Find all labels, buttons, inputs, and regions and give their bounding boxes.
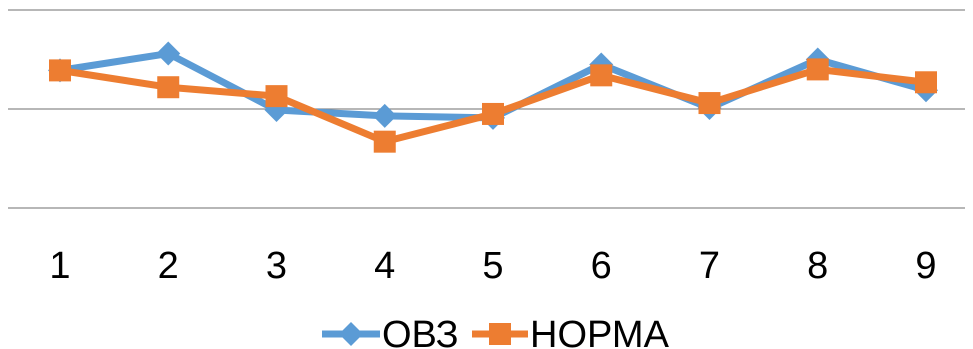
data-point (698, 92, 721, 115)
x-tick-label: 5 (482, 245, 503, 287)
square-marker-icon (489, 323, 511, 345)
legend: ОВЗ НОРМА (322, 314, 670, 349)
x-tick-label: 7 (699, 245, 720, 287)
data-point (373, 130, 396, 153)
data-point (482, 102, 504, 125)
x-tick-label: 6 (591, 245, 612, 287)
x-tick-label: 3 (266, 245, 287, 287)
legend-item-2: НОРМА (472, 314, 670, 349)
diamond-marker-icon (339, 322, 363, 346)
x-tick-label: 9 (915, 245, 936, 287)
data-point (265, 85, 288, 108)
data-point (156, 41, 181, 66)
data-point (915, 71, 937, 94)
series-2 (49, 58, 937, 153)
data-point (806, 58, 829, 81)
x-tick-label: 2 (158, 245, 179, 287)
data-point (372, 103, 397, 128)
data-point (49, 59, 71, 82)
legend-label: ОВЗ (382, 314, 459, 349)
data-point (590, 64, 613, 87)
legend-label: НОРМА (530, 314, 670, 349)
x-tick-label: 4 (374, 245, 395, 287)
x-tick-label: 1 (49, 245, 70, 287)
legend-item-1: ОВЗ (322, 314, 459, 349)
x-axis-tick-labels: 1 2 3 4 5 6 7 8 9 (49, 245, 936, 287)
x-tick-label: 8 (807, 245, 828, 287)
series-layer (48, 41, 938, 153)
data-point (157, 76, 180, 99)
